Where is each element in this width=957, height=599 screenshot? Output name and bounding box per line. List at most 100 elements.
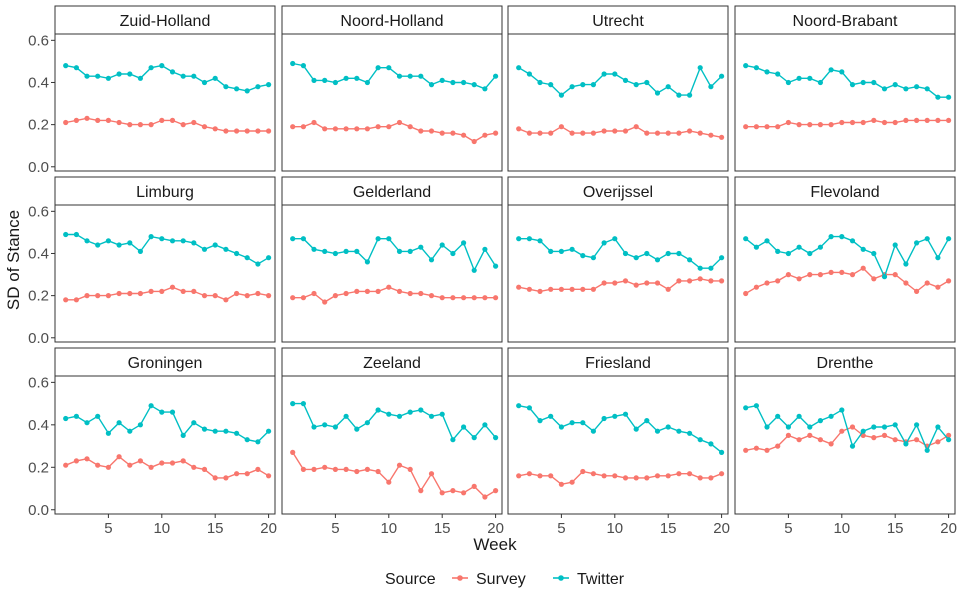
twitter-point [63,231,69,238]
survey-point [849,272,856,278]
twitter-point [127,428,133,434]
twitter-point [322,77,328,83]
facet-strip-friesland [507,347,729,377]
facet-panel-zeeland [281,375,503,515]
survey-point [860,119,866,126]
survey-point [537,473,543,479]
twitter-point [148,403,154,409]
twitter-point [428,257,435,263]
survey-point [914,117,920,123]
survey-point [311,466,317,472]
x-tick-label: 15 [887,520,904,537]
twitter-point [290,401,296,407]
twitter-point [892,242,898,248]
twitter-point [828,67,834,73]
survey-point [396,288,403,294]
twitter-point [255,84,261,90]
survey-point [558,124,565,130]
survey-point [418,290,424,297]
survey-point [137,458,143,464]
survey-point [482,295,488,301]
survey-point [526,471,533,477]
survey-point [375,288,381,294]
twitter-point [644,250,650,257]
twitter-point [343,413,349,419]
twitter-point [418,407,424,413]
twitter-point [548,82,554,88]
survey-point [743,447,749,453]
survey-point [601,280,607,286]
survey-point [137,290,143,297]
survey-point [946,432,952,438]
survey-point [386,284,392,290]
twitter-point [697,437,703,443]
survey-point [697,475,703,481]
twitter-point [322,422,328,428]
x-tick-label: 20 [260,520,277,537]
survey-point [516,126,522,132]
twitter-point [849,238,856,244]
facet-strip-noord-brabant [734,5,956,35]
survey-point [654,130,661,136]
survey-point [764,124,770,130]
twitter-line-groningen [65,404,270,443]
twitter-point [526,71,533,77]
twitter-line-friesland [518,405,723,453]
twitter-point [881,86,888,92]
facet-title-zeeland: Zeeland [363,355,421,372]
twitter-point [785,79,792,86]
survey-point [364,466,370,472]
twitter-point [191,73,197,79]
survey-point [482,132,488,138]
survey-point [807,272,813,278]
survey-point [676,471,682,477]
twitter-line-utrecht [518,66,723,97]
twitter-point [558,92,565,98]
survey-point [807,432,813,438]
survey-point [493,130,499,136]
twitter-point [687,257,693,263]
survey-point [266,128,272,134]
twitter-point [439,411,445,417]
survey-point [687,278,693,284]
twitter-point [516,65,522,71]
survey-point [95,117,101,123]
twitter-point [311,246,317,252]
twitter-point [516,403,522,409]
survey-point [105,117,111,123]
twitter-point [244,437,250,443]
survey-point [159,460,165,466]
twitter-point [266,82,272,88]
survey-point [743,124,749,130]
twitter-point [461,240,467,246]
x-tick-label: 10 [153,520,170,537]
twitter-point [881,424,888,430]
survey-point [622,475,629,481]
legend-key-point-survey [457,575,463,581]
twitter-point [461,79,467,86]
survey-point [708,132,714,138]
survey-point [471,138,477,145]
twitter-point [633,82,639,88]
twitter-point [234,86,240,92]
survey-point [116,454,122,460]
twitter-point [860,428,866,434]
survey-point [471,483,477,489]
twitter-point [881,274,888,280]
survey-point [300,466,306,472]
twitter-line-noord-holland [292,62,497,90]
survey-point [450,295,456,301]
survey-point [537,130,543,136]
twitter-point [569,84,575,90]
survey-point [212,126,218,132]
legend-label-twitter: Twitter [577,571,625,588]
twitter-point [300,236,306,242]
twitter-point [428,82,435,88]
twitter-point [407,248,413,254]
facet-panel-noord-brabant [734,33,956,172]
twitter-point [343,248,349,254]
survey-point [364,288,370,294]
facet-title-drenthe: Drenthe [817,355,874,372]
twitter-point [914,422,920,428]
twitter-point [201,426,208,432]
